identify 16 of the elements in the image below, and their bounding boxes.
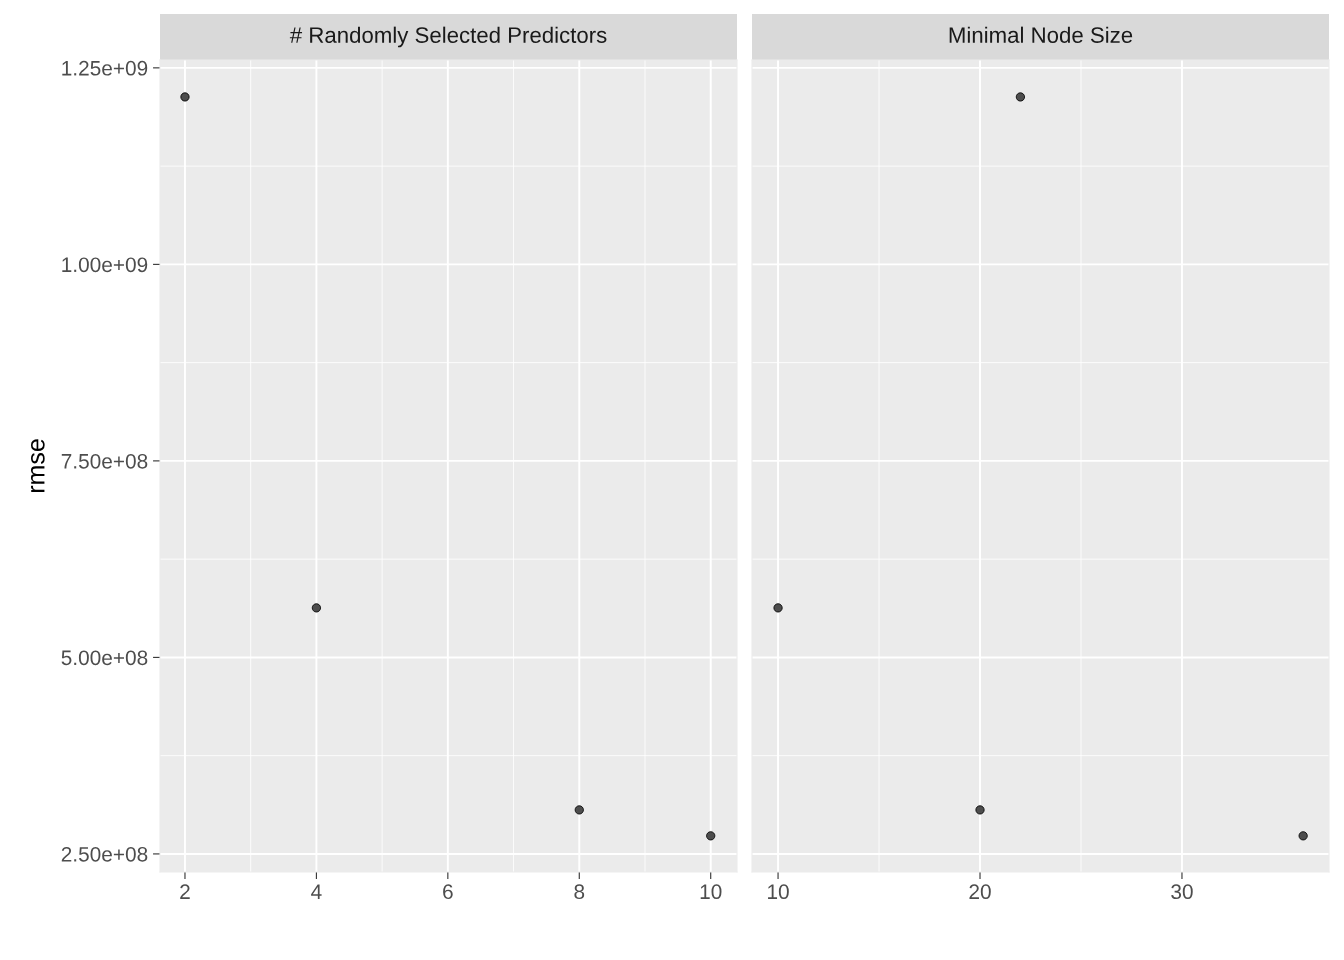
x-tick-label: 8 [574, 884, 585, 900]
x-tick-label: 10 [700, 884, 722, 900]
y-tick-label: 5.00e+08 [61, 650, 148, 666]
y-axis-title: rmse [30, 439, 45, 493]
x-tick-label: 6 [443, 884, 453, 900]
x-tick-label: 10 [768, 884, 789, 900]
x-tick-label: 30 [1171, 884, 1193, 900]
x-tick-label: 4 [311, 884, 322, 899]
y-tick-label: 1.00e+09 [62, 257, 148, 273]
x-tick-label: 20 [969, 884, 991, 900]
y-tick-label: 7.50e+08 [61, 453, 148, 469]
y-tick-label: 1.25e+09 [62, 60, 148, 76]
chart-title: # Randomly Selected Predictors [289, 26, 607, 48]
y-tick-label: 2.50e+08 [61, 846, 148, 862]
x-tick-label: 2 [180, 884, 190, 899]
chart-title: Minimal Node Size [949, 26, 1133, 43]
